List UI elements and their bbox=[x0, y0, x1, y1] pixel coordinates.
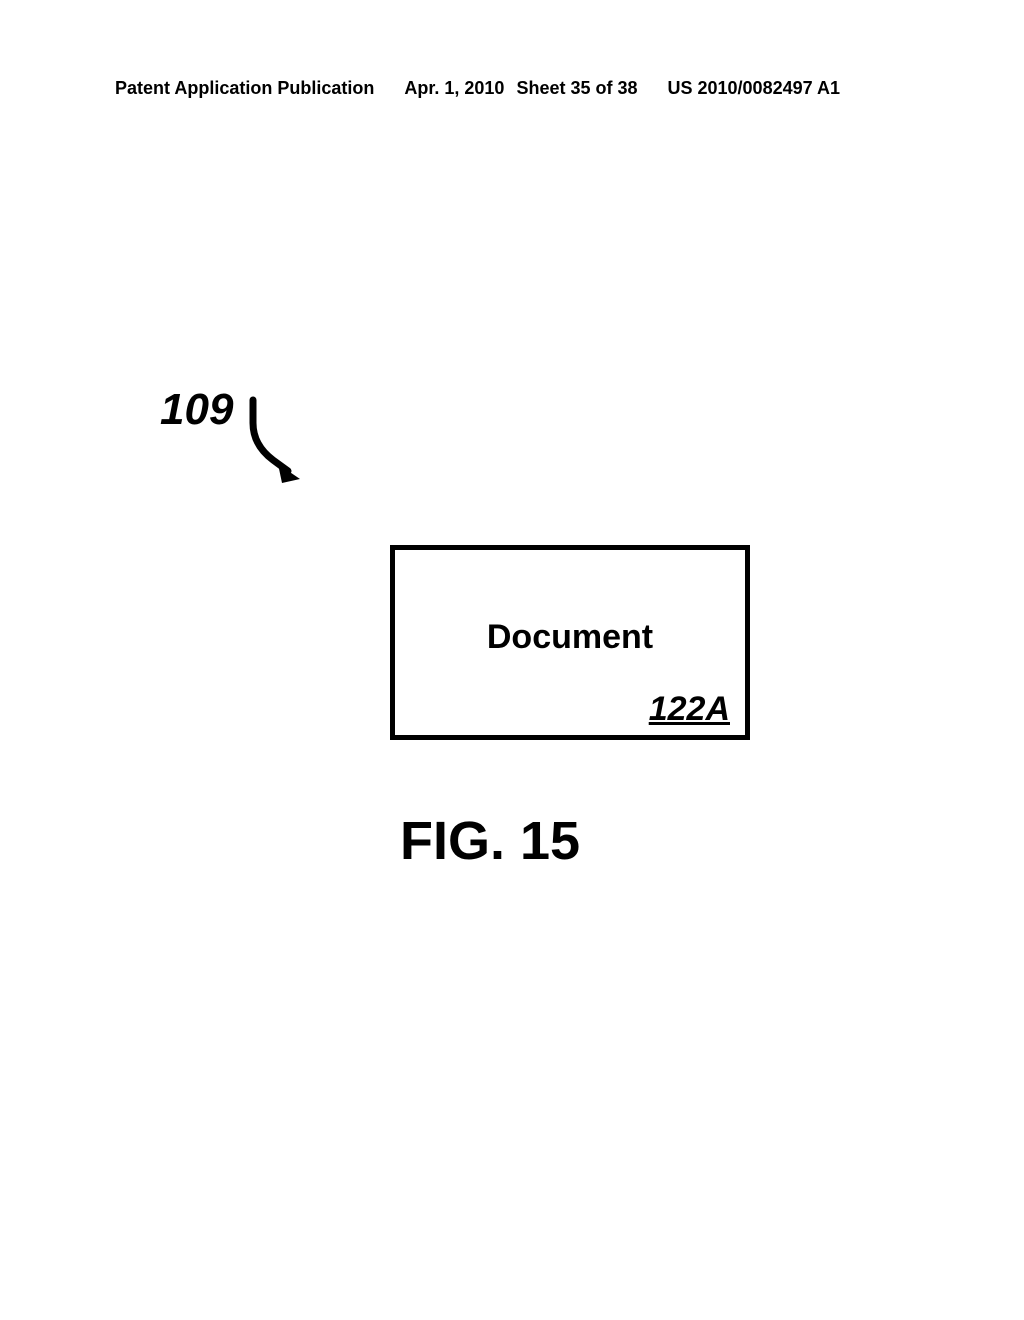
figure-label: FIG. 15 bbox=[400, 810, 580, 872]
document-box-label: Document bbox=[395, 618, 745, 657]
publication-type: Patent Application Publication bbox=[115, 78, 374, 99]
patent-header: Patent Application Publication Apr. 1, 2… bbox=[115, 78, 909, 99]
publication-date: Apr. 1, 2010 bbox=[404, 78, 504, 99]
document-box: Document 122A bbox=[390, 545, 750, 740]
reference-number-109: 109 bbox=[160, 385, 233, 435]
sheet-info: Sheet 35 of 38 bbox=[516, 78, 637, 99]
document-box-reference: 122A bbox=[649, 690, 730, 729]
publication-number: US 2010/0082497 A1 bbox=[668, 78, 840, 99]
arrow-pointer-icon bbox=[248, 395, 308, 485]
